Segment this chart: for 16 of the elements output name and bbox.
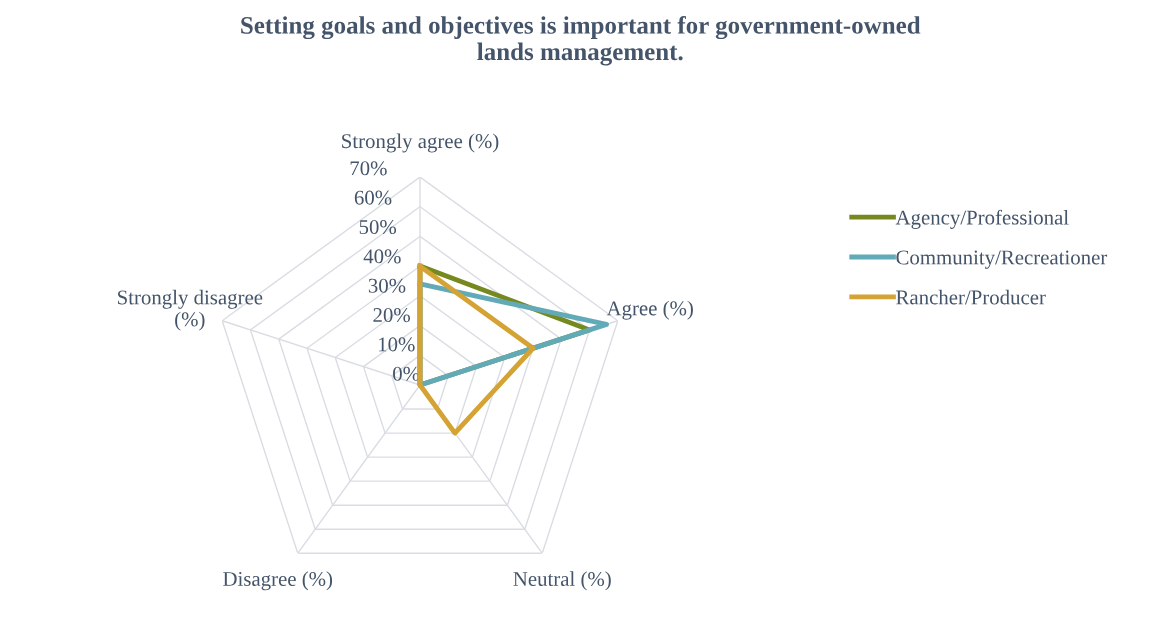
spoke-label: Disagree (%): [223, 571, 333, 591]
y-tick-label: 20%: [373, 308, 410, 323]
legend-label: Community/Recreationer: [896, 250, 1108, 269]
spoke-label: Strongly agree (%): [342, 133, 499, 153]
spoke-label: Neutral (%): [513, 571, 611, 591]
legend-label: Agency/Professional: [895, 209, 1069, 229]
chart-title: Setting goals and objectives is important for government-owned lands management.: [241, 16, 921, 66]
y-tick-label: 70%: [350, 161, 387, 176]
y-tick-label: 10%: [379, 337, 415, 352]
y-tick-label: 60%: [354, 190, 392, 205]
spoke-label: Strongly disagree (%): [118, 289, 263, 331]
y-tick-label: 30%: [368, 278, 406, 293]
legend-label: Rancher/Producer: [896, 289, 1046, 305]
y-tick-label: 40%: [363, 249, 401, 264]
y-tick-label: 50%: [359, 219, 397, 235]
spoke-label: Agree (%): [606, 300, 693, 320]
